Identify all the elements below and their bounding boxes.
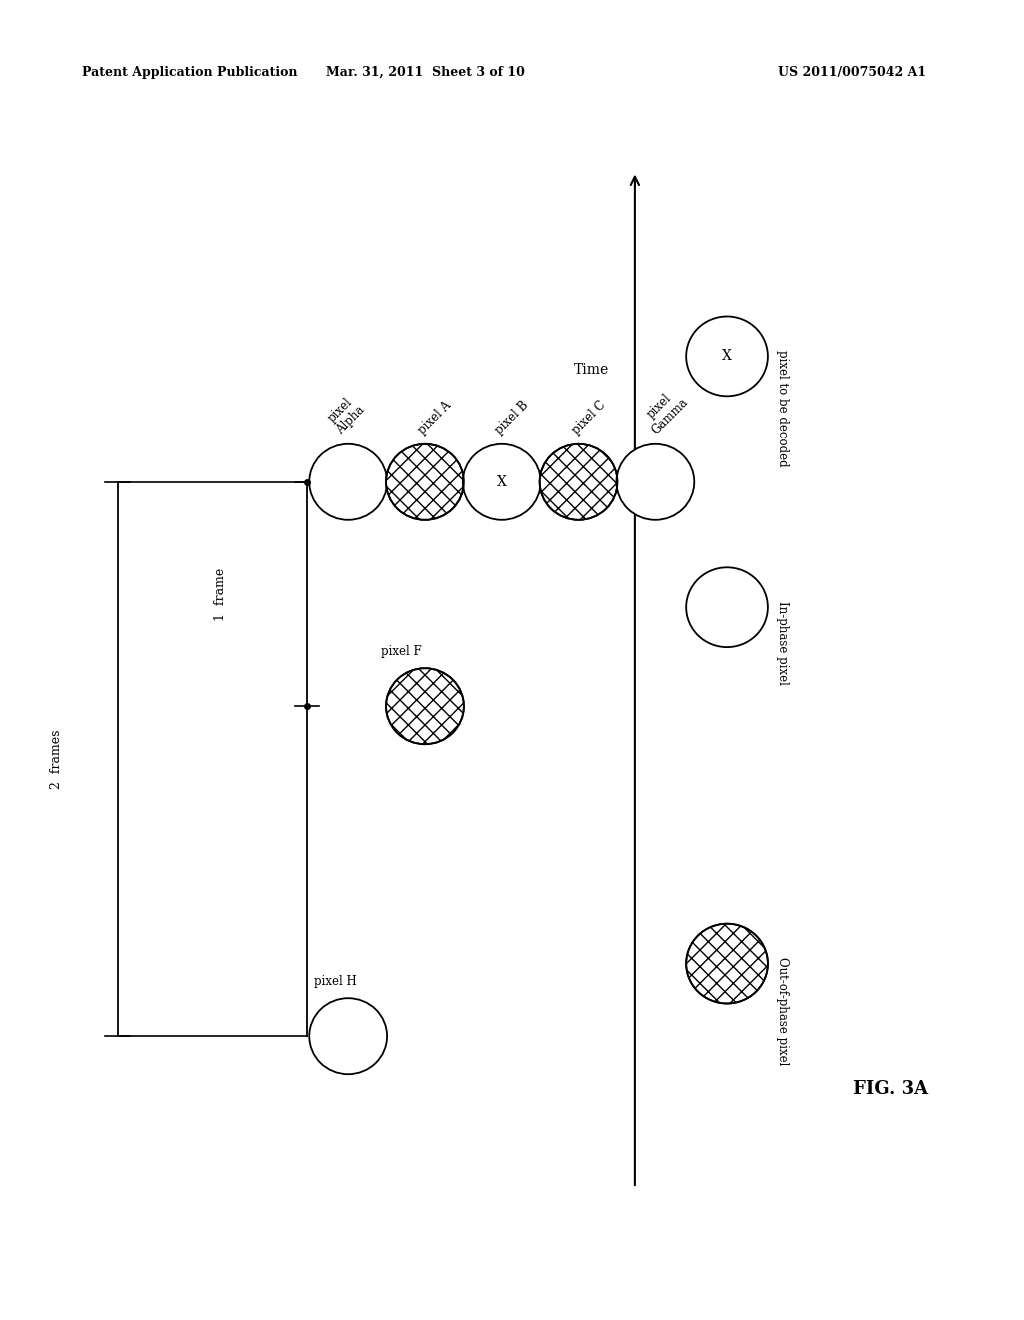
Text: pixel B: pixel B xyxy=(493,399,530,437)
Ellipse shape xyxy=(386,668,464,744)
Ellipse shape xyxy=(309,998,387,1074)
Ellipse shape xyxy=(686,568,768,647)
Ellipse shape xyxy=(540,444,617,520)
Text: pixel to be decoded: pixel to be decoded xyxy=(776,350,790,466)
Ellipse shape xyxy=(463,444,541,520)
Text: X: X xyxy=(497,475,507,488)
Text: pixel F: pixel F xyxy=(381,644,422,657)
Text: Out-of-phase pixel: Out-of-phase pixel xyxy=(776,957,790,1065)
Text: pixel H: pixel H xyxy=(314,974,357,987)
Text: pixel A: pixel A xyxy=(416,399,454,437)
Text: Patent Application Publication: Patent Application Publication xyxy=(82,66,297,79)
Text: pixel
Alpha: pixel Alpha xyxy=(324,393,368,437)
Ellipse shape xyxy=(686,317,768,396)
Ellipse shape xyxy=(309,444,387,520)
Text: X: X xyxy=(722,350,732,363)
Text: pixel C: pixel C xyxy=(569,399,608,437)
Text: Time: Time xyxy=(574,363,609,376)
Text: In-phase pixel: In-phase pixel xyxy=(776,601,790,685)
Text: 2  frames: 2 frames xyxy=(50,729,62,789)
Text: 1  frame: 1 frame xyxy=(214,568,226,620)
Text: US 2011/0075042 A1: US 2011/0075042 A1 xyxy=(778,66,927,79)
Text: Mar. 31, 2011  Sheet 3 of 10: Mar. 31, 2011 Sheet 3 of 10 xyxy=(326,66,524,79)
Ellipse shape xyxy=(686,924,768,1003)
Ellipse shape xyxy=(386,444,464,520)
Ellipse shape xyxy=(616,444,694,520)
Text: pixel
Gamma: pixel Gamma xyxy=(639,385,691,437)
Text: FIG. 3A: FIG. 3A xyxy=(853,1080,929,1098)
